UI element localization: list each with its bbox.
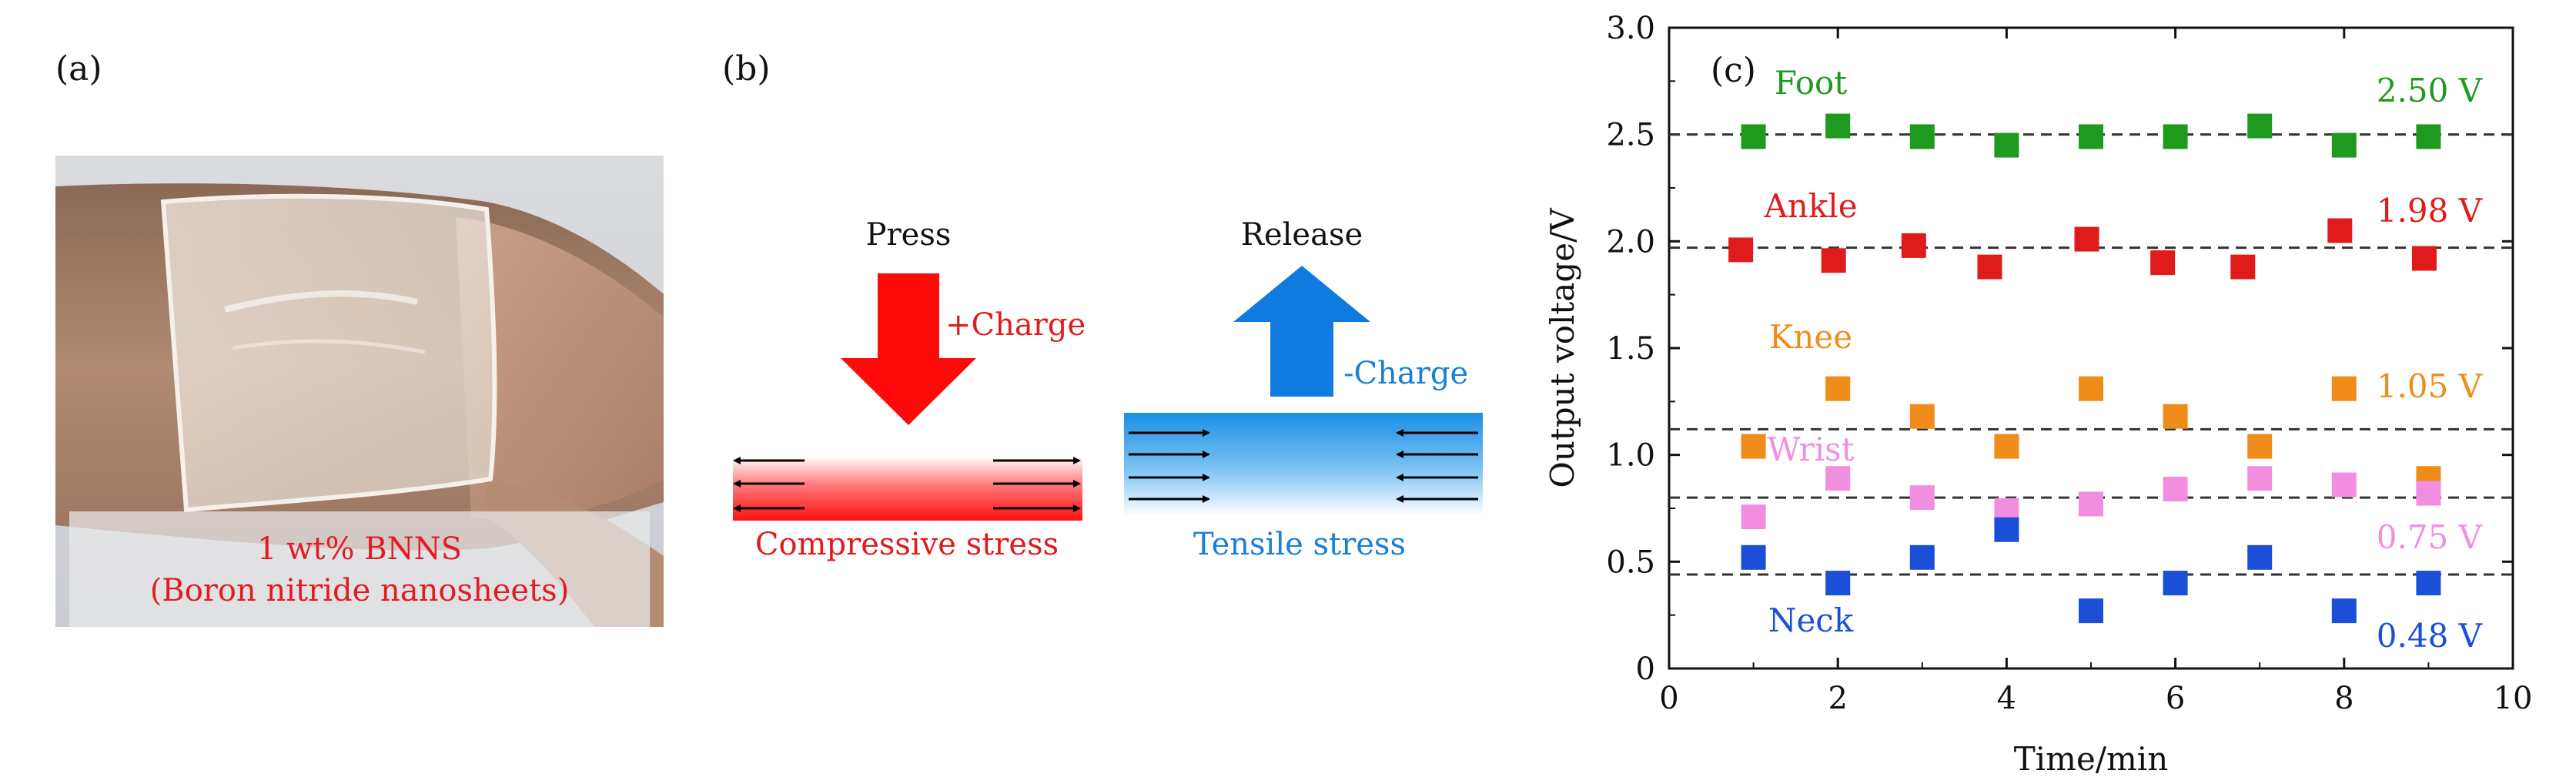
neck-series-label: Neck — [1768, 601, 1854, 639]
wrist-data-point — [2079, 491, 2103, 517]
neck-data-point — [2247, 544, 2273, 570]
x-tick-label: 0 — [1659, 681, 1678, 716]
press-label: Press — [866, 217, 952, 253]
knee-series-label: Knee — [1769, 318, 1852, 356]
ankle-data-point — [1977, 254, 2002, 280]
wrist-voltage-annotation: 0.75 V — [2377, 518, 2483, 556]
y-axis-label: Output voltage/V — [1544, 208, 1581, 488]
panel-c-label: (c) — [1711, 51, 1756, 90]
wrist-data-point — [1825, 466, 1851, 491]
panel-b-label: (b) — [722, 49, 771, 89]
neck-data-point — [1825, 571, 1851, 596]
panel-a-label: (a) — [55, 49, 102, 89]
neck-data-point — [2416, 571, 2441, 596]
foot-data-point — [2247, 113, 2273, 139]
caption-box — [69, 511, 650, 627]
foot-data-point — [2163, 124, 2188, 149]
wrist-data-point — [1741, 504, 1766, 530]
ankle-data-point — [2230, 254, 2256, 280]
y-tick-label: 0.5 — [1606, 544, 1655, 580]
y-tick-label: 1.5 — [1606, 331, 1655, 367]
minus-charge-label: -Charge — [1343, 356, 1468, 391]
photo-illustration: 1 wt% BNNS (Boron nitride nanosheets) — [55, 156, 664, 627]
x-tick-label: 10 — [2494, 681, 2533, 716]
release-label: Release — [1241, 217, 1363, 253]
knee-data-point — [2079, 376, 2103, 401]
wrist-data-point — [1909, 485, 1935, 511]
ankle-data-point — [1821, 248, 1846, 273]
ankle-data-point — [1901, 233, 1926, 258]
compressive-arrows — [733, 457, 1081, 512]
knee-data-point — [1825, 376, 1851, 401]
x-tick-label: 2 — [1828, 681, 1847, 716]
knee-data-point — [2331, 376, 2357, 401]
ankle-data-point — [1728, 237, 1754, 263]
foot-data-point — [2416, 124, 2441, 149]
caption-line-2: (Boron nitride nanosheets) — [150, 573, 570, 608]
neck-data-point — [2079, 598, 2103, 624]
x-tick-label: 8 — [2334, 681, 2354, 716]
ankle-data-point — [2327, 218, 2353, 243]
foot-data-point — [2079, 124, 2103, 149]
y-tick-label: 2.0 — [1606, 224, 1655, 260]
foot-data-point — [1909, 124, 1935, 149]
neck-data-point — [1909, 544, 1935, 570]
foot-data-point — [1825, 113, 1851, 139]
wrist-series-label: Wrist — [1767, 431, 1854, 468]
y-tick-label: 3.0 — [1606, 11, 1655, 46]
wrist-data-point — [2247, 466, 2273, 491]
skin-patch-photo: 1 wt% BNNS (Boron nitride nanosheets) — [55, 156, 664, 627]
press-arrow — [841, 273, 976, 425]
film-highlight — [224, 290, 418, 313]
neck-data-point — [2331, 598, 2357, 624]
wrist-data-point — [2163, 477, 2188, 502]
neck-data-point — [2163, 571, 2188, 596]
foot-voltage-annotation: 2.50 V — [2377, 72, 2483, 109]
ankle-data-point — [2411, 246, 2437, 271]
compressive-stress-label: Compressive stress — [755, 527, 1059, 562]
foot-series-label: Foot — [1775, 64, 1847, 102]
panel-b-schematic: Press +Charge Compressive stress Release… — [716, 0, 1524, 781]
neck-data-point — [1741, 544, 1766, 570]
knee-voltage-annotation: 1.05 V — [2377, 367, 2483, 405]
plus-charge-label: +Charge — [945, 307, 1086, 343]
tensile-arrows — [1129, 429, 1478, 503]
ankle-voltage-annotation: 1.98 V — [2377, 192, 2483, 230]
knee-data-point — [1994, 434, 2019, 459]
foot-data-point — [1994, 132, 2019, 158]
neck-voltage-annotation: 0.48 V — [2377, 617, 2483, 655]
film-highlight-2 — [232, 339, 426, 354]
wrist-data-point — [2416, 481, 2441, 506]
ankle-data-point — [2150, 250, 2176, 276]
foot-data-point — [2331, 132, 2357, 158]
release-arrow — [1233, 266, 1370, 397]
tensile-stress-label: Tensile stress — [1193, 527, 1406, 562]
x-tick-label: 6 — [2166, 681, 2185, 716]
x-tick-label: 4 — [1997, 681, 2016, 716]
ankle-series-label: Ankle — [1763, 187, 1857, 225]
y-tick-label: 0 — [1636, 652, 1655, 687]
knee-data-point — [1909, 404, 1935, 429]
compressive-bar — [733, 456, 1082, 521]
neck-data-point — [1994, 517, 2019, 542]
x-axis-label: Time/min — [2014, 740, 2169, 778]
y-tick-label: 1.0 — [1606, 438, 1655, 474]
bnns-film — [160, 193, 497, 513]
caption-line-1: 1 wt% BNNS — [257, 531, 462, 567]
knee-data-point — [1741, 434, 1766, 459]
y-tick-label: 2.5 — [1606, 118, 1655, 153]
knee-data-point — [2163, 404, 2188, 429]
hand-shape — [456, 217, 664, 520]
ankle-data-point — [2074, 226, 2099, 252]
wrist-data-point — [2331, 472, 2357, 498]
foot-data-point — [1741, 124, 1766, 149]
knee-data-point — [2247, 434, 2273, 459]
